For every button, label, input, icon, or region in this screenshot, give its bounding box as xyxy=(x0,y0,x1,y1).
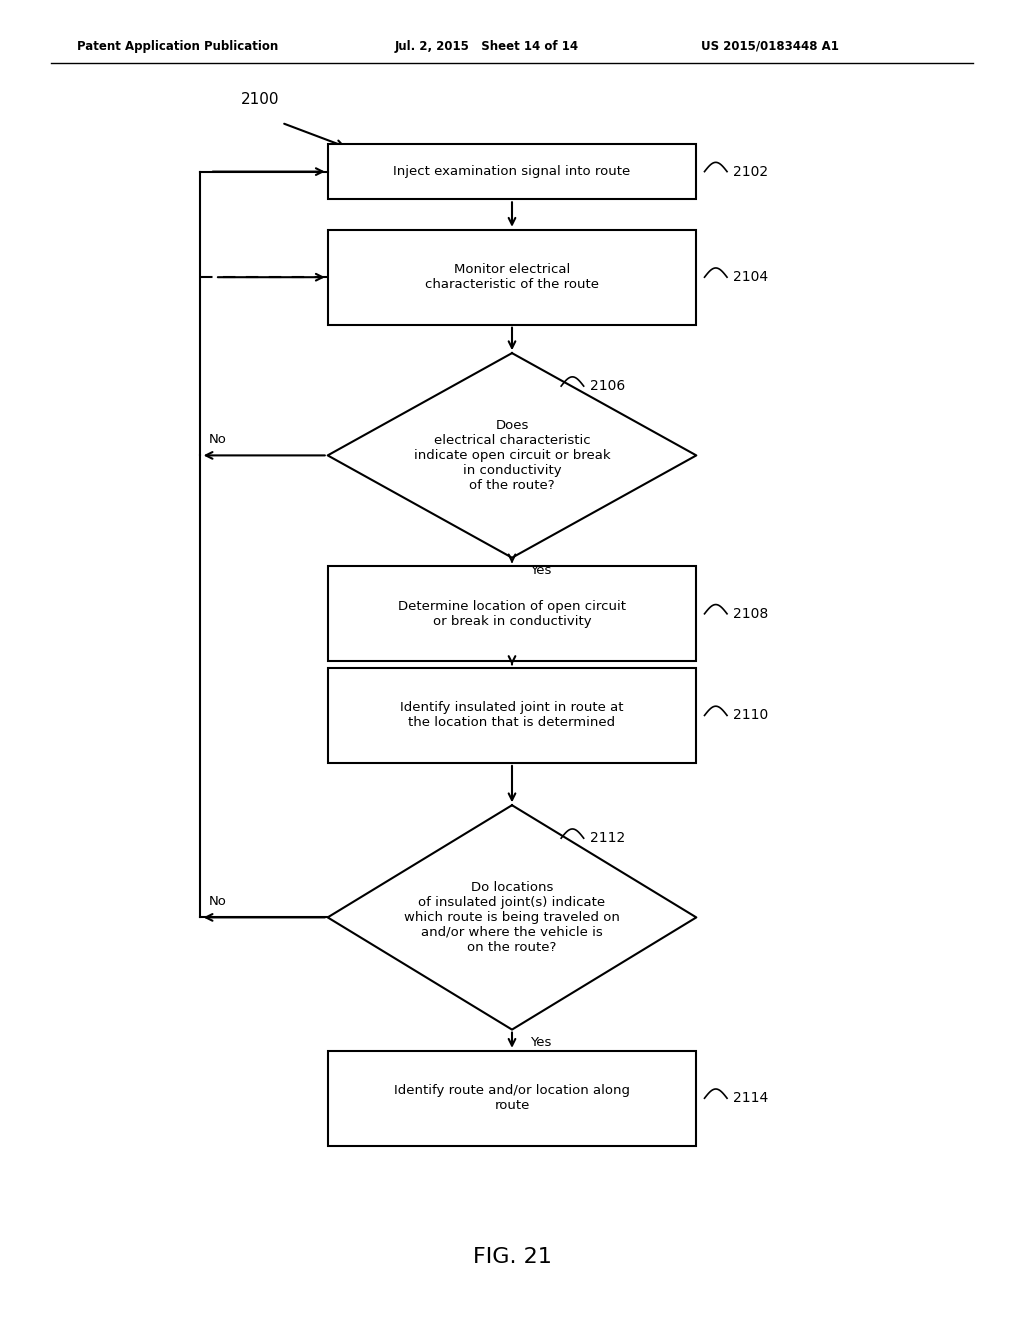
Text: Does
electrical characteristic
indicate open circuit or break
in conductivity
of: Does electrical characteristic indicate … xyxy=(414,418,610,492)
Text: 2104: 2104 xyxy=(733,271,768,284)
Text: 2114: 2114 xyxy=(733,1092,768,1105)
Text: FIG. 21: FIG. 21 xyxy=(472,1246,552,1267)
Text: 2102: 2102 xyxy=(733,165,768,178)
Text: No: No xyxy=(209,895,227,908)
Text: Determine location of open circuit
or break in conductivity: Determine location of open circuit or br… xyxy=(398,599,626,628)
Text: 2106: 2106 xyxy=(590,379,625,393)
Text: 2112: 2112 xyxy=(590,832,625,845)
Text: Inject examination signal into route: Inject examination signal into route xyxy=(393,165,631,178)
Text: US 2015/0183448 A1: US 2015/0183448 A1 xyxy=(701,40,840,53)
Text: No: No xyxy=(209,433,227,446)
Text: 2100: 2100 xyxy=(241,91,280,107)
Bar xyxy=(328,230,696,325)
Text: Do locations
of insulated joint(s) indicate
which route is being traveled on
and: Do locations of insulated joint(s) indic… xyxy=(404,880,620,954)
Text: Jul. 2, 2015   Sheet 14 of 14: Jul. 2, 2015 Sheet 14 of 14 xyxy=(394,40,579,53)
Bar xyxy=(328,668,696,763)
Text: Identify insulated joint in route at
the location that is determined: Identify insulated joint in route at the… xyxy=(400,701,624,730)
Bar xyxy=(328,1051,696,1146)
Bar xyxy=(328,566,696,661)
Text: 2108: 2108 xyxy=(733,607,768,620)
Text: Identify route and/or location along
route: Identify route and/or location along rou… xyxy=(394,1084,630,1113)
Bar xyxy=(328,144,696,199)
Text: Yes: Yes xyxy=(530,1036,552,1049)
Text: Patent Application Publication: Patent Application Publication xyxy=(77,40,279,53)
Text: Yes: Yes xyxy=(530,565,552,577)
Text: Monitor electrical
characteristic of the route: Monitor electrical characteristic of the… xyxy=(425,263,599,292)
Text: 2110: 2110 xyxy=(733,709,768,722)
Polygon shape xyxy=(328,805,696,1030)
Polygon shape xyxy=(328,352,696,557)
